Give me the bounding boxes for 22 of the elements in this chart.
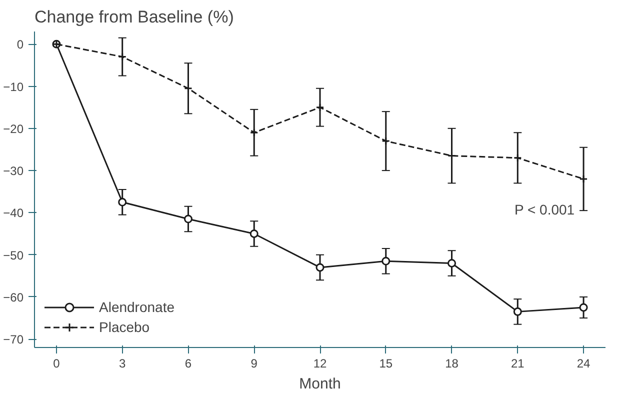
y-tick-label: −30 bbox=[3, 164, 24, 178]
x-tick-label: 9 bbox=[250, 356, 258, 370]
y-tick-label: −70 bbox=[3, 332, 24, 347]
x-tick-label: 18 bbox=[445, 356, 459, 370]
y-tick-label: −40 bbox=[3, 206, 24, 220]
x-tick-label: 24 bbox=[576, 356, 591, 370]
x-tick-label: 15 bbox=[379, 356, 393, 370]
y-tick-label: −60 bbox=[3, 290, 24, 304]
annotation: P < 0.001 bbox=[514, 202, 575, 218]
chart-title: Change from Baseline (%) bbox=[34, 8, 234, 26]
legend-label: Placebo bbox=[99, 319, 150, 335]
y-tick-label: 0 bbox=[16, 38, 24, 52]
x-tick-label: 21 bbox=[510, 356, 525, 370]
x-tick-label: 12 bbox=[313, 356, 327, 370]
y-tick-label: −20 bbox=[3, 122, 24, 136]
legend-label: Alendronate bbox=[99, 299, 175, 315]
x-tick-label: 6 bbox=[184, 356, 192, 370]
y-tick-label: −10 bbox=[3, 80, 24, 94]
y-tick-label: −50 bbox=[3, 248, 24, 262]
x-axis-title: Month bbox=[299, 376, 341, 392]
x-tick-label: 0 bbox=[53, 356, 60, 370]
x-tick-label: 3 bbox=[119, 356, 126, 370]
